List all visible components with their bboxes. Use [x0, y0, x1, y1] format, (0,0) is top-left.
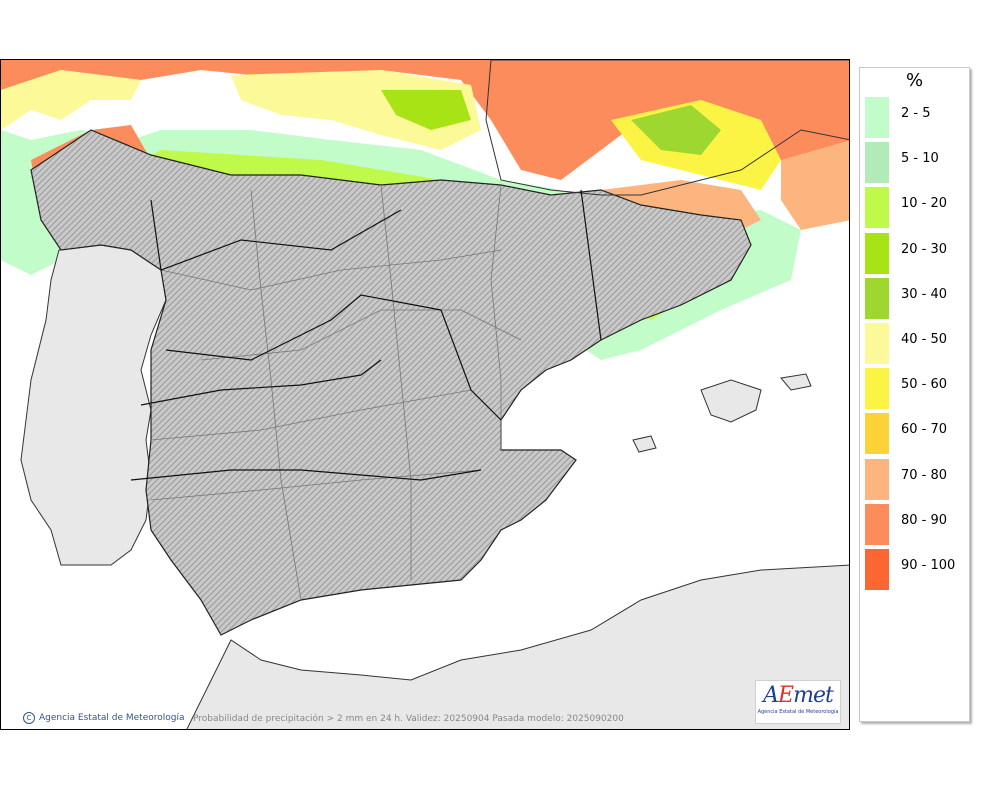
legend-item: 5 - 10	[863, 138, 968, 184]
legend-item: 80 - 90	[863, 500, 968, 545]
community-borders	[130, 189, 602, 481]
spain-land	[30, 129, 752, 636]
legend-item: 50 - 60	[863, 364, 968, 410]
legend-swatch	[865, 549, 889, 590]
legend-title: %	[905, 70, 924, 91]
legend-swatch	[865, 503, 889, 545]
legend-label: 2 - 5	[901, 106, 931, 121]
copyright-credit[interactable]: C Agencia Estatal de Meteorología	[23, 712, 185, 724]
legend-label: 50 - 60	[901, 377, 948, 393]
map-canvas	[1, 60, 849, 729]
copyright-text: Agencia Estatal de Meteorología	[39, 713, 185, 723]
legend-item: 20 - 30	[863, 229, 968, 274]
precip-area-green-biscay	[381, 90, 471, 130]
legend-label: 40 - 50	[901, 332, 948, 347]
map-caption: Probabilidad de precipitación > 2 mm en …	[193, 714, 624, 724]
balearic-ibiza	[632, 435, 657, 453]
legend-swatch	[865, 142, 889, 184]
legend-item: 90 - 100	[863, 545, 968, 590]
africa-land	[186, 564, 849, 729]
legend-item: 2 - 5	[863, 93, 968, 138]
precip-area-peach-france	[781, 140, 849, 230]
legend-swatch	[865, 187, 889, 229]
legend-item: 30 - 40	[863, 274, 968, 319]
legend-item: 70 - 80	[863, 455, 968, 500]
balearic-mallorca	[700, 379, 762, 423]
legend-swatch	[865, 97, 889, 138]
legend-item: 60 - 70	[863, 409, 968, 455]
balearic-menorca	[780, 373, 812, 391]
legend-label: 20 - 30	[901, 241, 948, 257]
legend-label: 30 - 40	[901, 286, 948, 302]
legend-swatch	[865, 368, 889, 410]
aemet-logo: AEmet Agencia Estatal de Meteorología	[755, 680, 841, 724]
color-legend: % 2 - 5 5 - 10 10 - 20 20 - 30 30 - 40 40 - 5…	[859, 67, 970, 722]
copyright-icon: C	[23, 712, 35, 724]
precip-area-green-france	[631, 105, 721, 155]
aemet-logo-brand: AEmet	[763, 683, 834, 708]
legend-label: 70 - 80	[901, 467, 948, 483]
legend-label: 10 - 20	[901, 196, 948, 212]
precip-area-orange-north	[1, 60, 849, 200]
legend-swatch	[865, 232, 889, 274]
legend-swatch	[865, 458, 889, 500]
legend-swatch	[865, 277, 889, 319]
aemet-logo-subtitle: Agencia Estatal de Meteorología	[757, 709, 839, 715]
legend-label: 60 - 70	[901, 422, 948, 438]
legend-item: 10 - 20	[863, 183, 968, 229]
legend-item: 40 - 50	[863, 319, 968, 364]
france-land	[485, 60, 849, 196]
region-borders	[150, 184, 522, 601]
legend-label: 80 - 90	[901, 512, 948, 528]
legend-label: 90 - 100	[901, 558, 956, 573]
legend-swatch	[865, 323, 889, 364]
legend-swatch	[865, 413, 889, 455]
legend-label: 5 - 10	[901, 151, 939, 167]
precip-area-yellow-north	[1, 70, 141, 130]
precipitation-map: C Agencia Estatal de Meteorología Probabi…	[0, 59, 850, 730]
